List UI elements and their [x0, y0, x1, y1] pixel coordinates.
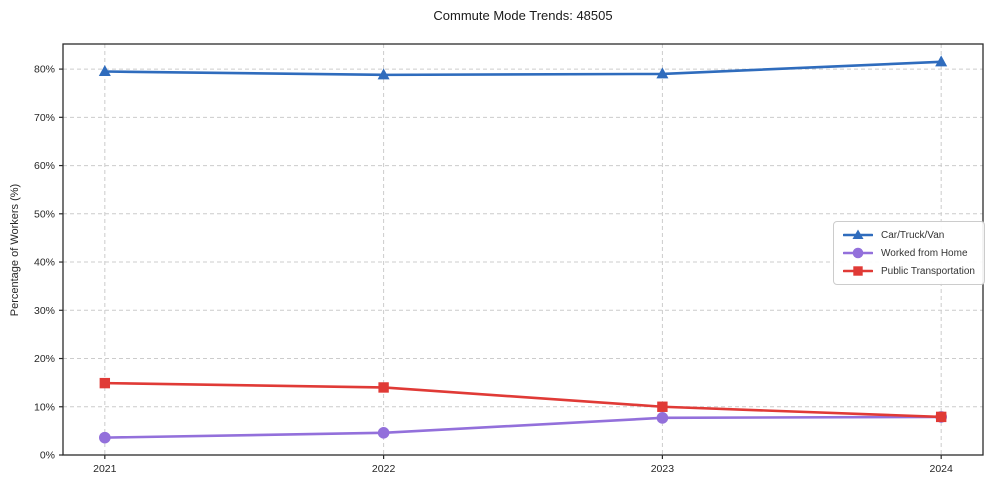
y-tick-label: 60% [34, 160, 55, 172]
y-axis-label: Percentage of Workers (%) [9, 183, 21, 317]
series-marker-public-transportation [935, 411, 947, 423]
series-marker-car-truck-van [935, 55, 948, 67]
legend-label: Worked from Home [881, 247, 968, 259]
x-tick-label: 2024 [930, 463, 954, 475]
legend-item-car-truck-van: Car/Truck/Van [843, 228, 975, 242]
x-tick-label: 2022 [372, 463, 396, 475]
legend-item-public-transportation: Public Transportation [843, 264, 975, 278]
square-marker-icon [843, 266, 873, 276]
series-marker-car-truck-van [656, 67, 669, 79]
y-tick-label: 70% [34, 112, 55, 124]
series-marker-worked-from-home [377, 427, 390, 439]
series-marker-car-truck-van [98, 64, 111, 76]
y-tick-label: 30% [34, 305, 55, 317]
series-line-worked-from-home [103, 415, 943, 439]
y-tick-label: 20% [34, 353, 55, 365]
triangle-marker-icon [843, 229, 873, 239]
legend: Car/Truck/Van Worked from Home Public Tran… [833, 221, 985, 285]
series-marker-car-truck-van [377, 68, 390, 80]
legend-item-worked-from-home: Worked from Home [843, 246, 975, 260]
series-marker-public-transportation [99, 377, 111, 389]
y-tick-label: 0% [40, 450, 55, 462]
x-tick-label: 2021 [93, 463, 117, 475]
y-tick-label: 80% [34, 64, 55, 76]
series-marker-public-transportation [657, 401, 668, 412]
chart-title: Commute Mode Trends: 48505 [433, 8, 613, 23]
series-line-car-truck-van [103, 60, 943, 77]
x-tick-label: 2023 [651, 463, 675, 475]
series-marker-worked-from-home [656, 412, 669, 424]
legend-label: Car/Truck/Van [881, 229, 945, 241]
y-tick-label: 50% [34, 208, 55, 220]
series-marker-worked-from-home [99, 431, 111, 444]
series-line-public-transportation [103, 381, 943, 419]
circle-marker-icon [843, 247, 873, 259]
legend-label: Public Transportation [881, 265, 975, 277]
series-marker-public-transportation [378, 382, 389, 393]
y-tick-label: 10% [34, 401, 55, 413]
y-tick-label: 40% [34, 257, 55, 269]
